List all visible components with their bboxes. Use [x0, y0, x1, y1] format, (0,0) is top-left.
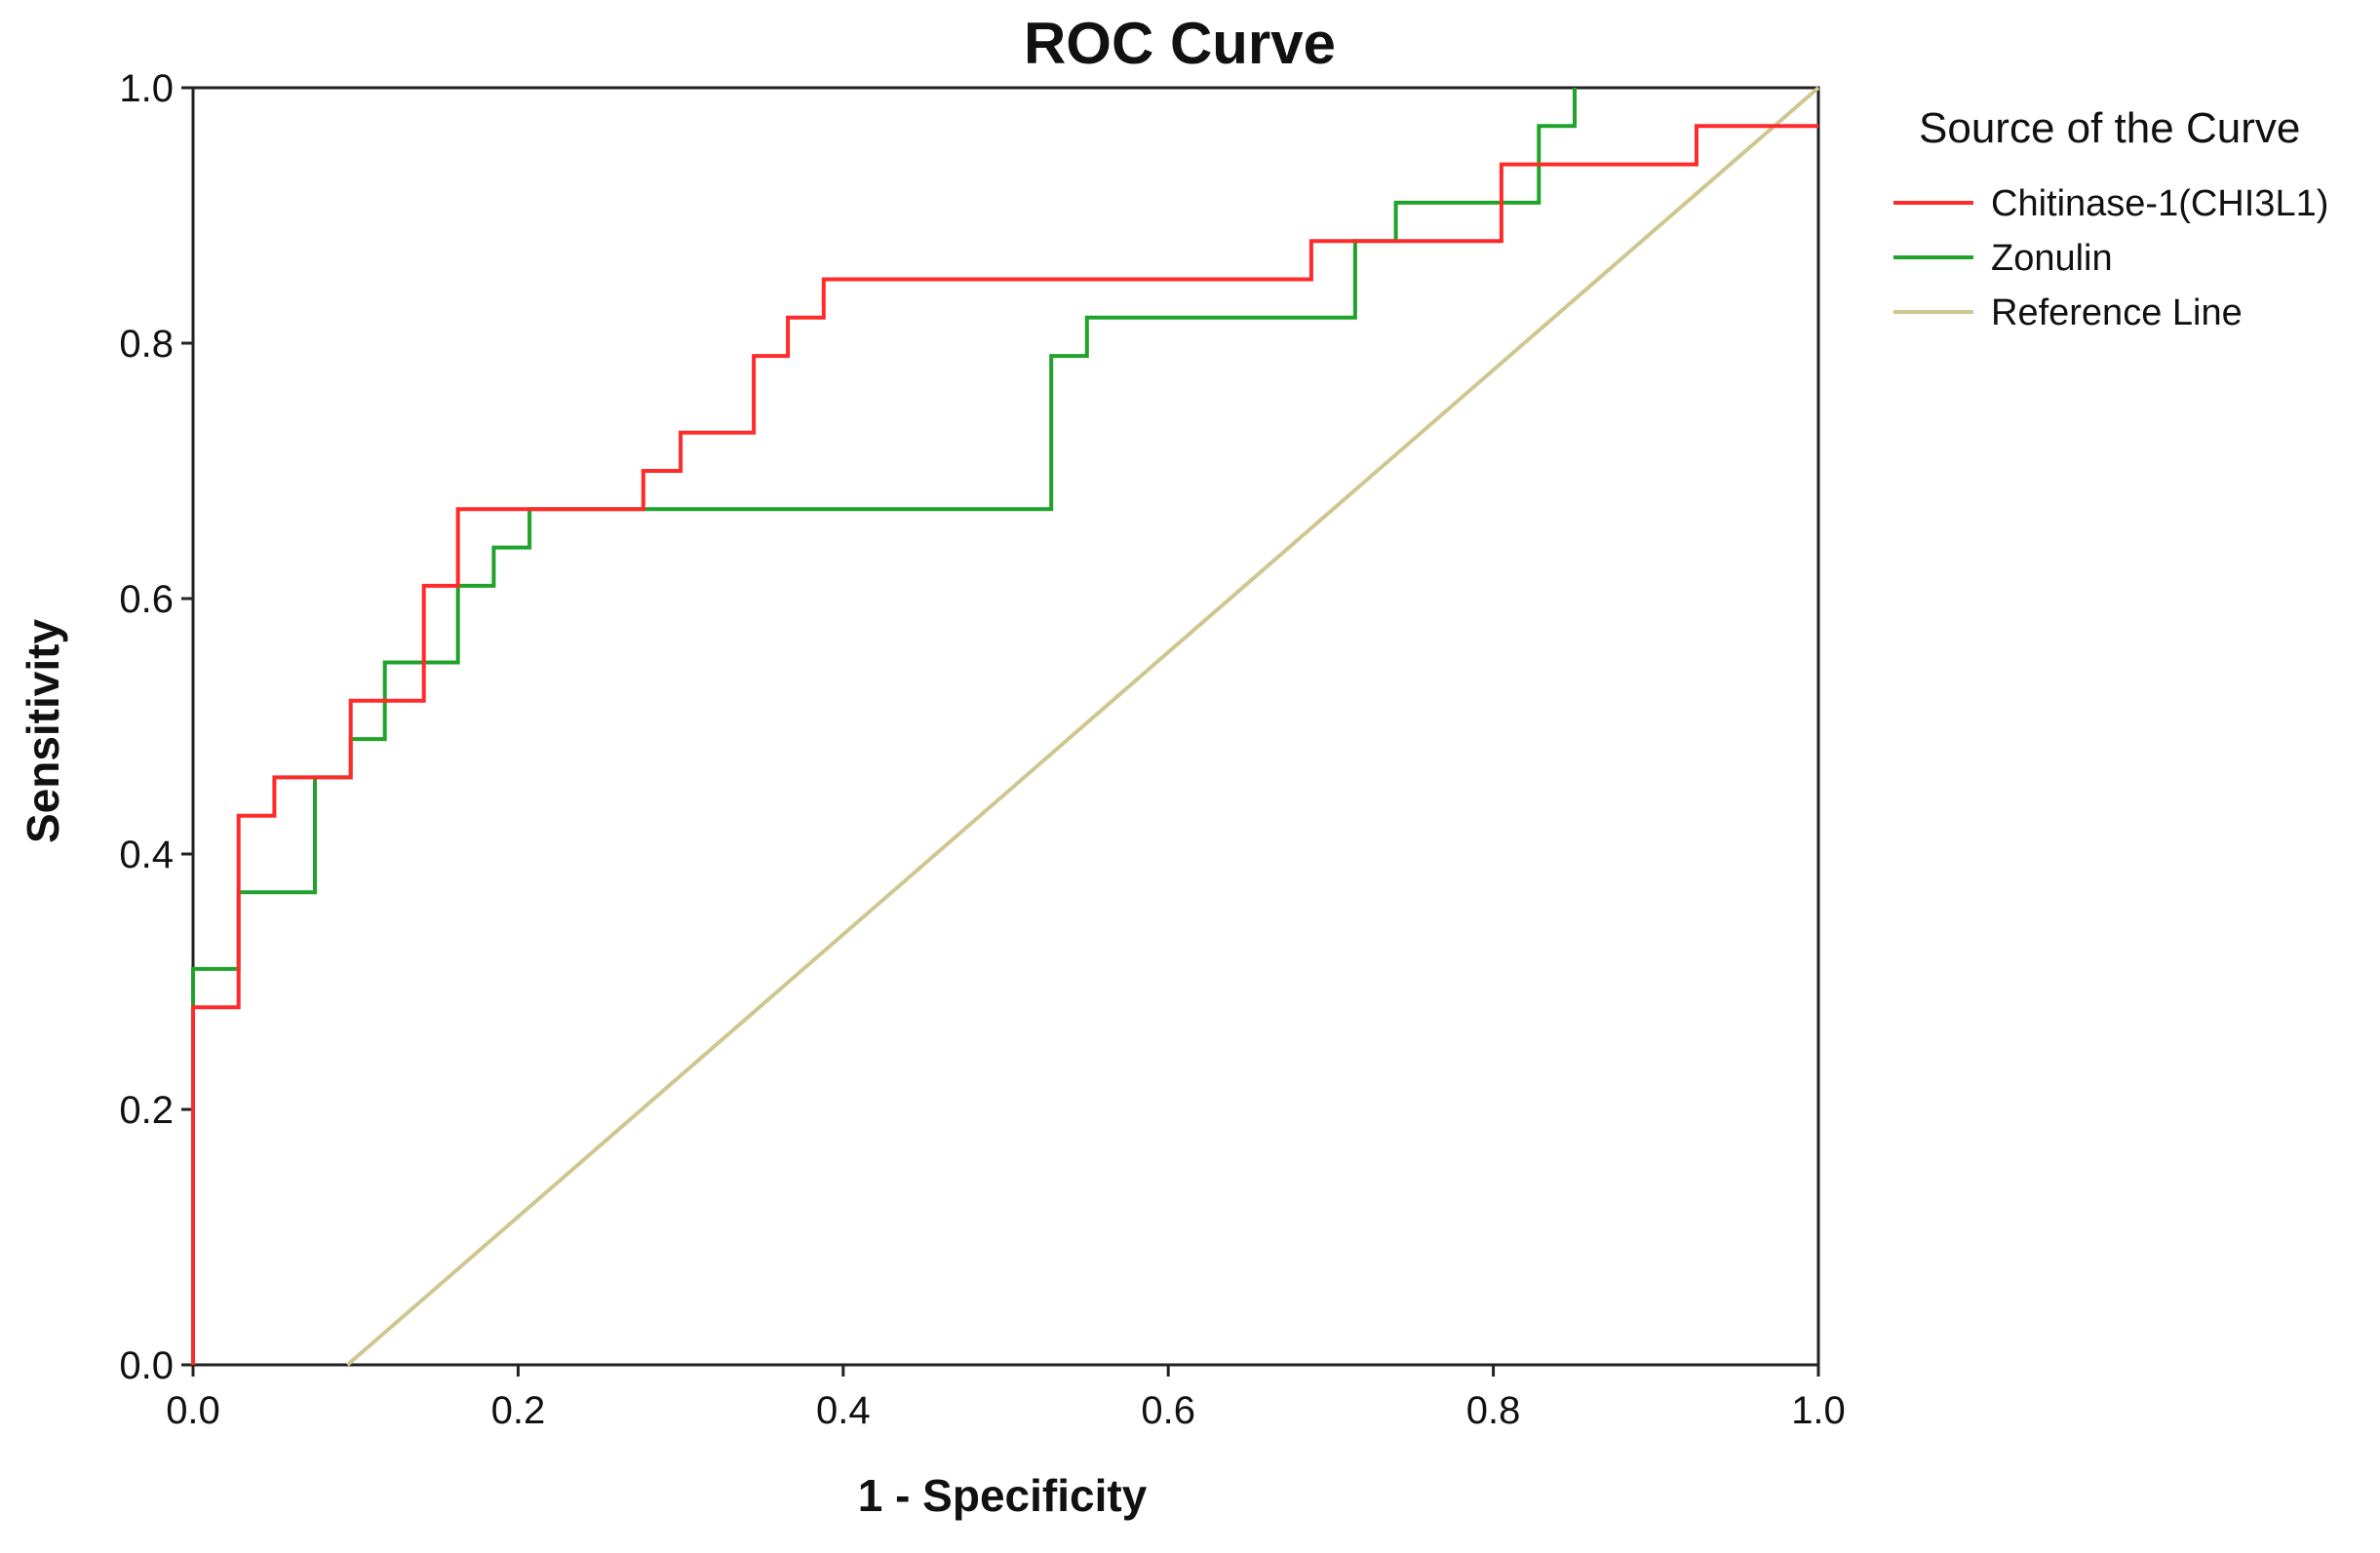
series-line-reference-line	[346, 86, 1820, 1367]
legend-items: Chitinase-1(CHI3L1) Zonulin Reference Line	[1893, 183, 2328, 333]
y-tick-label: 0.4	[119, 834, 174, 876]
y-axis-ticks: 0.0 0.2 0.4 0.6 0.8 1.0	[119, 67, 193, 1387]
x-axis-ticks: 0.0 0.2 0.4 0.6 0.8 1.0	[166, 1365, 1846, 1432]
y-tick-label: 1.0	[119, 67, 174, 110]
legend: Source of the Curve Chitinase-1(CHI3L1) Z…	[1893, 104, 2328, 333]
chart-title: ROC Curve	[1024, 11, 1336, 76]
x-tick-label: 0.4	[816, 1389, 871, 1432]
x-tick-label: 1.0	[1791, 1389, 1846, 1432]
x-tick-label: 0.6	[1141, 1389, 1195, 1432]
x-axis-title: 1 - Specificity	[858, 1470, 1148, 1521]
legend-label-chitinase-1-chi3l1: Chitinase-1(CHI3L1)	[1991, 183, 2328, 224]
x-tick-label: 0.8	[1466, 1389, 1521, 1432]
series-layer	[191, 86, 1820, 1367]
series-line-zonulin	[191, 88, 1577, 1365]
y-tick-label: 0.6	[119, 578, 174, 621]
legend-title: Source of the Curve	[1919, 104, 2300, 152]
plot-area	[191, 86, 1820, 1367]
plot-frame	[191, 86, 1820, 1367]
x-tick-label: 0.0	[166, 1389, 220, 1432]
legend-label-reference-line: Reference Line	[1991, 292, 2243, 333]
y-axis-title: Sensitivity	[18, 619, 68, 844]
x-tick-label: 0.2	[491, 1389, 546, 1432]
y-tick-label: 0.0	[119, 1344, 174, 1387]
y-tick-label: 0.2	[119, 1089, 174, 1132]
legend-label-zonulin: Zonulin	[1991, 238, 2113, 279]
series-line-chitinase-1-chi3l1	[191, 124, 1818, 1365]
y-tick-label: 0.8	[119, 323, 174, 366]
